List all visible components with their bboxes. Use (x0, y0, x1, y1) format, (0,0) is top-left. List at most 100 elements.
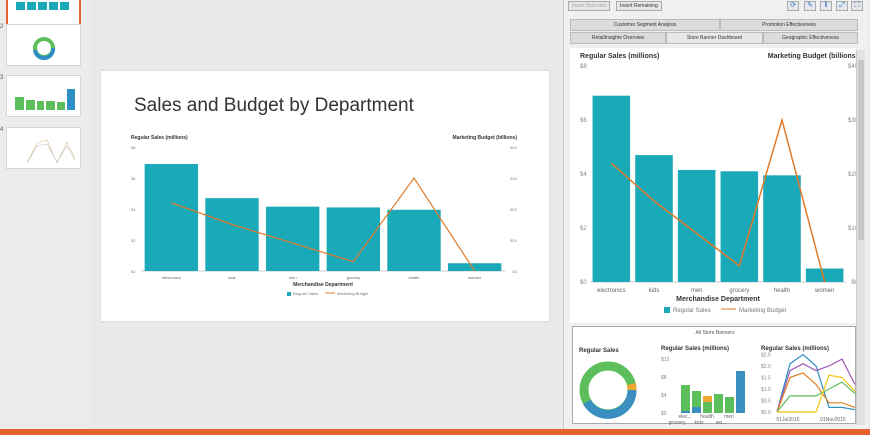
donut-slice (583, 389, 637, 419)
legend-label-budget: Marketing Budget (739, 308, 786, 314)
mini-line-series (776, 353, 856, 413)
mini-y-tick: $8 (661, 375, 667, 381)
y-tick-label: $0 (131, 269, 136, 274)
mini-bar (692, 391, 701, 413)
x-tick-label: men (691, 288, 703, 294)
mini-bar-segment (681, 411, 690, 413)
bar-regular-sales (592, 95, 631, 282)
line-marketing-budget (171, 176, 476, 272)
mini-line-chart: $0.0 $0.5 $1.0 $1.5 $2.0 $2.5 01Jul2015 01Nov20… (761, 353, 856, 423)
thumbnail-4[interactable] (6, 127, 81, 169)
y-axis-title: Regular Sales (millions) (580, 53, 659, 60)
thumbnail-2[interactable] (6, 24, 81, 66)
mini-bar (703, 396, 712, 413)
y2-tick-label: $10 (848, 226, 856, 232)
tab-retailinsights[interactable]: RetailInsights Overview (570, 32, 666, 44)
mini-x-tick: 01Jul2015 (776, 417, 799, 423)
y2-tick-label: $30 (848, 118, 856, 124)
x-tick-label: health (409, 275, 420, 280)
thumb-number: 3 (0, 75, 4, 81)
mini-y-tick: $0.5 (761, 399, 771, 405)
x-tick-label: men (289, 275, 297, 280)
main-chart: Regular Sales (millions) Marketing Budget… (131, 135, 518, 296)
bar-regular-sales (144, 164, 199, 271)
x-tick-label: health (774, 288, 790, 294)
bar-title: Regular Sales (millions) (661, 346, 729, 352)
tab-store-banner[interactable]: Store Banner Dashboard (666, 32, 763, 44)
bookmark-icon[interactable]: ✎ (804, 1, 816, 11)
y-tick-label: $4 (580, 172, 587, 178)
y2-tick-label: $40 (510, 145, 517, 150)
y2-axis-title: Marketing Budget (billions) (768, 53, 856, 60)
x-tick-label: kids (649, 288, 660, 294)
x-tick-label: grocery (347, 275, 360, 280)
tab-promotion[interactable]: Promotion Effectiveness (720, 19, 858, 31)
bar-regular-sales (387, 209, 441, 271)
mini-line-series (776, 358, 856, 413)
insert-selection-button[interactable]: Insert Selection (568, 1, 611, 11)
insert-remaining-button[interactable]: Insert Remaining (616, 1, 662, 11)
y-tick-label: $6 (580, 118, 587, 124)
bar-regular-sales (447, 263, 502, 271)
refresh-icon[interactable]: ⟳ (787, 1, 799, 11)
vertical-scrollbar[interactable] (856, 50, 865, 425)
thumbnail-3[interactable] (6, 75, 81, 117)
bar-regular-sales (763, 175, 801, 282)
dashboard-panel: Insert Selection Insert Remaining ⟳ ✎ ‖ … (563, 0, 868, 430)
y2-tick-label: $20 (848, 172, 856, 178)
y-tick-label: $6 (131, 176, 136, 181)
mini-y-tick: $2.5 (761, 353, 771, 359)
mini-y-tick: $1.5 (761, 376, 771, 382)
y-tick-label: $0 (580, 280, 587, 286)
mini-charts: All Store Banners Regular Sales Regular … (579, 330, 856, 426)
all-store-banners-panel: All Store Banners Regular Sales Regular … (572, 326, 856, 426)
mini-y-tick: $0.0 (761, 410, 771, 416)
tab-geographic[interactable]: Geographic Effectiveness (763, 32, 858, 44)
x-tick-label: electronics (162, 275, 181, 280)
thumb-number: 2 (0, 24, 4, 30)
y2-tick-label: $0 (513, 269, 518, 274)
panel-title: All Store Banners (696, 330, 735, 336)
right-chart: Regular Sales (millions) Marketing Budget… (580, 53, 859, 314)
y-axis-title: Regular Sales (millions) (131, 135, 188, 141)
status-bar (0, 429, 870, 435)
bar-regular-sales (677, 169, 716, 282)
tab-customer-segment[interactable]: Customer Segment Analysis (570, 19, 720, 31)
mini-x-tick: kids (695, 420, 704, 425)
mini-x-tick: 01Nov2015 (820, 417, 846, 423)
x-axis-title: Merchandise Department (676, 296, 760, 303)
bar-regular-sales (326, 207, 381, 271)
mini-bar (736, 371, 745, 413)
x-tick-label: electronics (597, 288, 626, 294)
chart-panel: Regular Sales (millions) Marketing Budget… (570, 48, 859, 323)
fullscreen-icon[interactable]: ⛶ (851, 1, 863, 11)
mini-bar (681, 385, 690, 413)
x-tick-label: kids (228, 275, 235, 280)
mini-line-series (776, 372, 856, 413)
mini-x-tick: elec... (678, 414, 691, 420)
x-tick-label: women (814, 288, 834, 294)
bar-regular-sales (805, 268, 844, 282)
bar-regular-sales (265, 206, 320, 271)
y-tick-label: $2 (131, 238, 136, 243)
expand-icon[interactable]: ⤢ (836, 1, 848, 11)
slide-canvas[interactable]: Sales and Budget by Department Regular S… (100, 70, 550, 322)
mini-y-tick: $0 (661, 411, 667, 417)
y2-axis-title: Marketing Budget (billions) (453, 135, 518, 141)
mini-y-tick: $2.0 (761, 364, 771, 370)
mini-x-tick: grocery (669, 420, 686, 425)
mini-x-tick: men (724, 414, 734, 420)
mini-x-tick: health (700, 414, 714, 420)
donut-title: Regular Sales (579, 348, 619, 354)
line-marketing-budget (610, 117, 826, 283)
x-tick-label: grocery (729, 288, 749, 294)
y2-tick-label: $0 (851, 280, 856, 286)
legend-label-sales: Regular Sales (673, 308, 711, 314)
slide-title: Sales and Budget by Department (134, 95, 414, 116)
mini-bar (725, 397, 734, 413)
y-tick-label: $8 (131, 145, 136, 150)
y-tick-label: $4 (131, 207, 136, 212)
scroll-thumb[interactable] (858, 60, 864, 240)
pause-icon[interactable]: ‖ (820, 1, 832, 11)
bar-regular-sales (205, 198, 259, 271)
